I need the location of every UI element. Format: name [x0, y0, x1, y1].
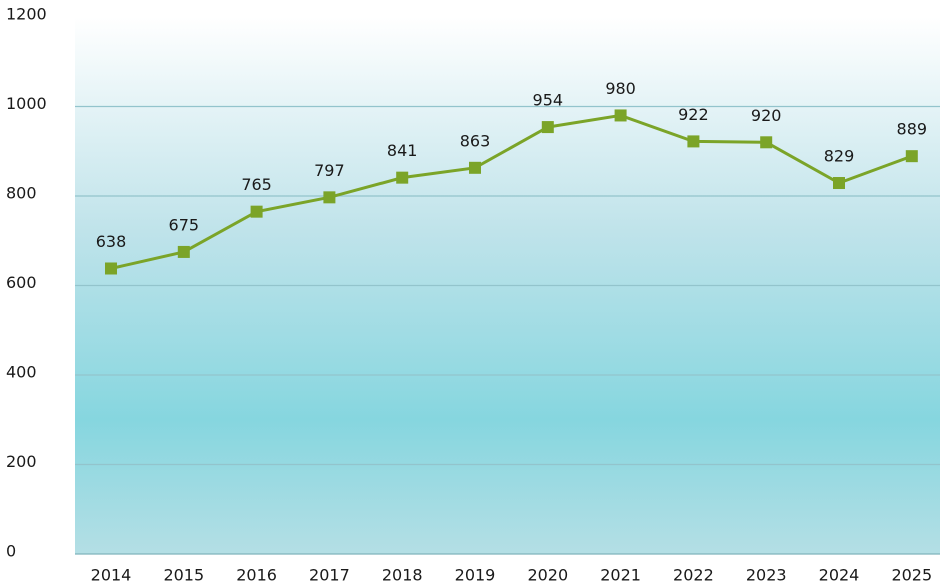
x-tick-label: 2019 — [455, 566, 496, 585]
marker — [905, 150, 918, 163]
x-tick-label: 2020 — [527, 566, 568, 585]
x-tick-label: 2017 — [309, 566, 350, 585]
data-label: 889 — [897, 120, 928, 139]
x-tick-label: 2022 — [673, 566, 714, 585]
marker — [760, 136, 773, 149]
marker — [541, 121, 554, 134]
x-tick-label: 2025 — [891, 566, 932, 585]
marker — [177, 245, 190, 258]
x-tick-label: 2018 — [382, 566, 423, 585]
line — [110, 113, 913, 270]
marker — [323, 191, 336, 204]
data-label: 954 — [533, 91, 564, 110]
x-tick-label: 2024 — [819, 566, 860, 585]
data-label: 922 — [678, 105, 709, 124]
data-label: 980 — [605, 79, 636, 98]
y-tick-label: 800 — [6, 184, 37, 203]
data-label: 638 — [96, 232, 127, 251]
y-tick-label: 400 — [6, 363, 37, 382]
data-label: 675 — [169, 215, 200, 234]
y-tick-label: 1200 — [6, 5, 47, 24]
y-tick-label: 1000 — [6, 94, 47, 113]
data-label: 841 — [387, 141, 418, 160]
y-tick-label: 600 — [6, 273, 37, 292]
data-label: 765 — [241, 175, 272, 194]
x-tick-label: 2014 — [91, 566, 132, 585]
marker — [614, 109, 627, 122]
marker — [105, 262, 117, 275]
data-label: 920 — [751, 106, 782, 125]
marker — [833, 177, 845, 190]
marker — [250, 205, 263, 218]
data-label: 797 — [314, 161, 345, 180]
y-tick-label: 0 — [6, 542, 16, 561]
x-tick-label: 2023 — [746, 566, 787, 585]
marker — [396, 171, 409, 184]
data-label: 829 — [824, 147, 855, 166]
marker — [687, 135, 700, 148]
x-tick-label: 2021 — [600, 566, 641, 585]
y-tick-label: 200 — [6, 452, 37, 471]
marker — [469, 161, 481, 174]
data-label: 863 — [460, 131, 491, 150]
x-tick-label: 2016 — [236, 566, 277, 585]
x-tick-label: 2015 — [163, 566, 204, 585]
